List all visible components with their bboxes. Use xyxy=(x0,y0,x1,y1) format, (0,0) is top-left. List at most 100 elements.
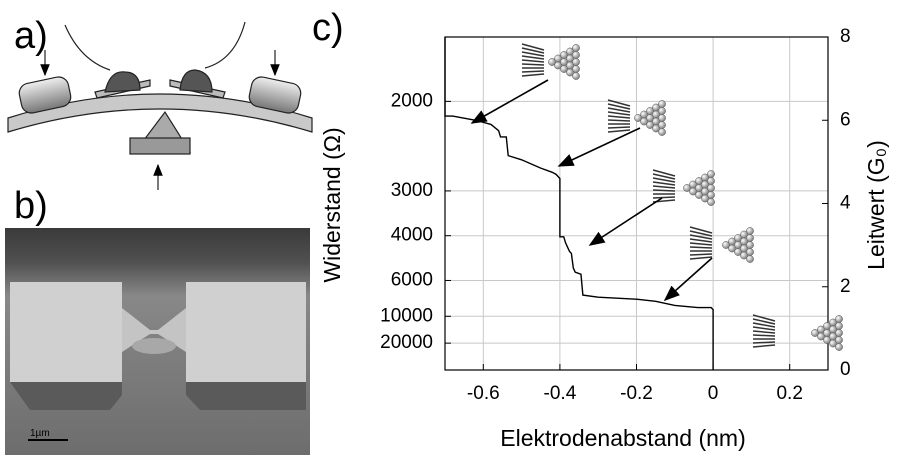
atom-row xyxy=(652,177,676,183)
atom xyxy=(707,184,715,192)
atom xyxy=(835,322,843,330)
atom-row xyxy=(652,185,676,189)
atom-row xyxy=(521,70,545,73)
atom xyxy=(560,65,568,73)
atom-row xyxy=(652,173,676,180)
atom-row xyxy=(689,253,713,256)
atom-row xyxy=(689,238,713,243)
atom xyxy=(658,114,666,122)
atom-row xyxy=(652,189,676,192)
atom xyxy=(695,191,703,199)
atom xyxy=(746,227,754,235)
atom xyxy=(707,177,715,185)
atom-row xyxy=(752,341,776,344)
atom xyxy=(689,187,697,196)
atom xyxy=(572,51,580,59)
atom-row xyxy=(607,115,631,119)
atom xyxy=(823,336,831,344)
atom-row xyxy=(521,47,545,54)
atom xyxy=(658,107,666,115)
atom xyxy=(746,241,754,249)
atom-row xyxy=(752,330,776,334)
atom-icon xyxy=(607,99,666,136)
atom-row xyxy=(689,230,713,237)
x-tick-label: -0.4 xyxy=(544,383,577,404)
atom xyxy=(811,329,819,337)
atom-row xyxy=(607,99,631,107)
arrow xyxy=(470,79,549,124)
atom-row xyxy=(521,59,545,63)
atom xyxy=(683,184,691,192)
y2-axis-label: Leitwert (G₀) xyxy=(863,140,889,270)
atom-row xyxy=(652,169,676,177)
atom xyxy=(658,128,666,136)
atom xyxy=(652,124,660,133)
plot-frame xyxy=(444,36,829,371)
atom xyxy=(701,194,709,203)
atom-row xyxy=(689,242,713,246)
atom-row xyxy=(652,196,676,199)
atom xyxy=(734,248,742,256)
y2-tick-label: 0 xyxy=(840,359,851,380)
atom-row xyxy=(752,344,776,348)
y2-tick-label: 4 xyxy=(840,193,851,214)
atom-row xyxy=(607,126,631,129)
atom-row xyxy=(607,111,631,116)
atom-row xyxy=(689,234,713,240)
atom xyxy=(835,315,843,323)
arrow xyxy=(557,127,641,167)
bending-setup xyxy=(7,21,313,190)
x-axis-label: Elektrodenabstand (nm) xyxy=(500,425,745,451)
atom-row xyxy=(689,256,713,260)
x-tick-label: 0.2 xyxy=(776,383,802,404)
atom xyxy=(640,117,648,126)
atom xyxy=(572,65,580,73)
atom xyxy=(829,339,837,348)
y2-tick-label: 8 xyxy=(840,26,851,47)
y-tick-label: 20000 xyxy=(380,332,433,353)
atom xyxy=(646,121,654,129)
atom-row xyxy=(521,73,545,77)
atom-row xyxy=(607,119,631,122)
atom xyxy=(817,332,825,341)
atom xyxy=(707,191,715,199)
y-axis-label: Widerstand (Ω) xyxy=(319,127,345,282)
atom-row xyxy=(652,181,676,186)
x-tick-label: -0.2 xyxy=(620,383,653,404)
atom xyxy=(707,198,715,206)
y2-tick-label: 2 xyxy=(840,276,851,297)
atom xyxy=(634,114,642,122)
atom xyxy=(835,343,843,351)
scale-bar: 1µm xyxy=(30,428,50,439)
y-tick-label: 3000 xyxy=(391,180,433,201)
atom-icon xyxy=(689,226,754,263)
atom xyxy=(746,248,754,256)
atom-row xyxy=(521,63,545,66)
atom-row xyxy=(752,318,776,325)
y-tick-label: 2000 xyxy=(391,90,433,111)
atom-icon xyxy=(652,169,715,206)
panel-label: a) xyxy=(14,15,48,57)
y2-tick-label: 6 xyxy=(840,109,851,130)
atom-row xyxy=(752,322,776,328)
atom-row xyxy=(689,246,713,249)
atom xyxy=(554,61,562,70)
plot: -0.6 -0.4 -0.2 0 0.2 2000 3000 4000 6000 10000 200… xyxy=(380,26,851,404)
x-tick-label: -0.6 xyxy=(467,383,500,404)
atom xyxy=(835,336,843,344)
arrow xyxy=(588,197,663,246)
sem-image: 1µm xyxy=(5,228,310,455)
atom xyxy=(835,329,843,337)
atom xyxy=(658,100,666,108)
atom xyxy=(728,244,736,253)
atom-icon xyxy=(521,43,580,80)
atom xyxy=(722,241,730,249)
atom xyxy=(658,121,666,129)
x-tick-label: 0 xyxy=(708,383,719,404)
atom-row xyxy=(521,51,545,57)
atom-icon xyxy=(752,314,843,351)
atom xyxy=(740,251,748,260)
panel-label: c) xyxy=(312,7,344,49)
atom-row xyxy=(752,326,776,331)
